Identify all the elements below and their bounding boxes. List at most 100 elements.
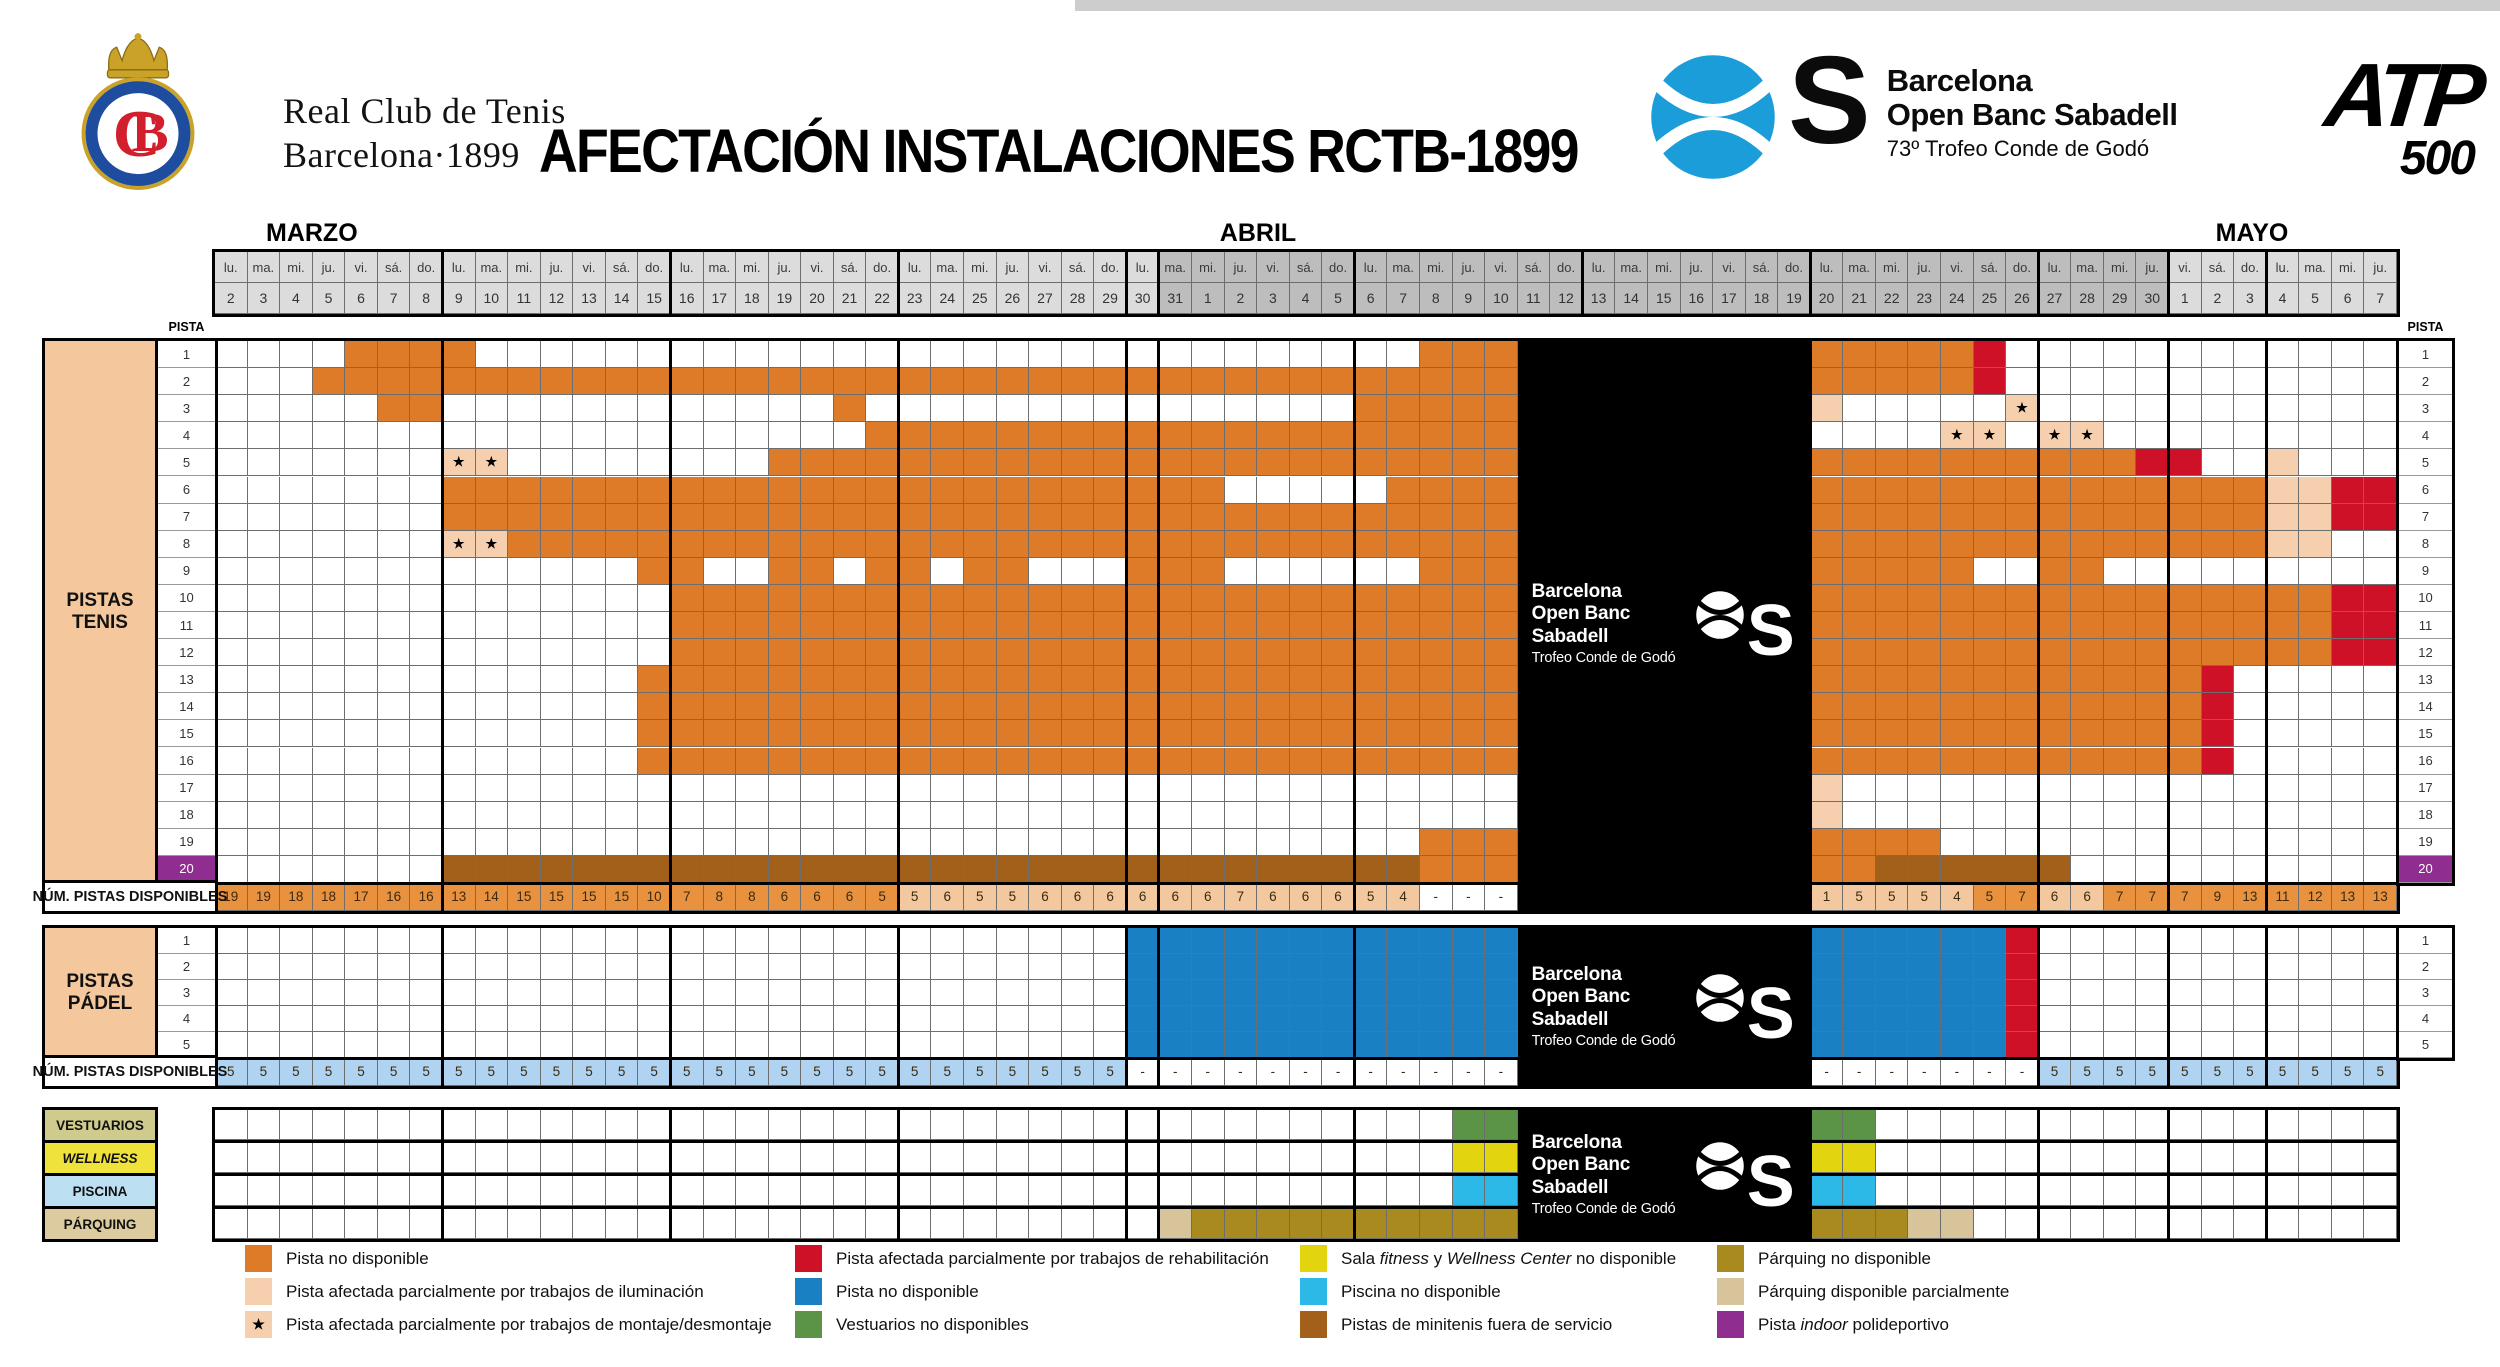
facility-cell (2169, 1143, 2202, 1173)
tennis-grid-cell (2331, 503, 2365, 531)
facility-cell (1094, 1176, 1127, 1206)
tennis-grid-cell (215, 693, 248, 721)
tennis-grid-cell (247, 449, 281, 477)
day-cell: 7 (2364, 283, 2397, 314)
week-divider (1124, 252, 1128, 314)
padel-grid-cell (475, 1006, 509, 1032)
tennis-grid-cell (247, 828, 281, 856)
facility-cell (670, 1143, 704, 1173)
tennis-grid-cell (247, 503, 281, 531)
facility-cell (1029, 1209, 1062, 1239)
tennis-grid-cell (1224, 720, 1258, 748)
tennis-grid-cell (2201, 449, 2235, 477)
tennis-grid-cell (215, 747, 248, 775)
tennis-grid-cell (1322, 503, 1355, 531)
num-cell: 7 (2136, 883, 2170, 911)
tennis-grid-cell (2136, 801, 2170, 829)
dow-cell: vi. (801, 252, 834, 283)
tennis-grid-cell (2234, 341, 2267, 369)
padel-grid-cell (1843, 1006, 1876, 1032)
padel-grid-cell (1419, 1006, 1453, 1032)
num-cell: 6 (833, 883, 867, 911)
tennis-grid-cell (2234, 855, 2267, 883)
sponsor-line2: Open Banc Sabadell (1886, 97, 2178, 133)
facility-cell (215, 1209, 248, 1239)
tennis-grid-cell (508, 422, 541, 450)
padel-grid-cell (833, 1006, 867, 1032)
tennis-grid-cell (1485, 666, 1518, 694)
day-cell: 13 (573, 283, 606, 314)
day-cell: 3 (1257, 283, 1290, 314)
tennis-grid-cell (1061, 341, 1095, 369)
tennis-grid-cell (1322, 612, 1355, 640)
tennis-grid-cell (996, 612, 1030, 640)
legend-label: Pista afectada parcialmente por trabajos… (836, 1245, 1376, 1272)
tennis-grid-cell (866, 557, 899, 585)
facility-cell (1192, 1209, 1225, 1239)
tennis-grid-cell (2201, 530, 2235, 558)
day-cell: 17 (703, 283, 737, 314)
padel-grid-cell (703, 980, 737, 1006)
padel-grid-cell (605, 1032, 639, 1058)
tennis-grid-cell (964, 774, 997, 802)
tennis-grid-cell (345, 422, 378, 450)
facility-cell (605, 1110, 639, 1140)
tennis-grid-cell (866, 774, 899, 802)
tennis-grid-cell (1061, 476, 1095, 504)
padel-grid-cell (2169, 980, 2202, 1006)
tennis-grid-cell (931, 612, 965, 640)
tennis-grid-cell (1810, 828, 1844, 856)
dow-cell: ma. (475, 252, 509, 283)
tennis-grid-cell (2234, 368, 2267, 396)
padel-grid-cell (1843, 1032, 1876, 1058)
tennis-grid-cell (638, 774, 671, 802)
row-number: 2 (2399, 368, 2452, 396)
day-cell: 28 (2071, 283, 2104, 314)
tennis-grid-cell (1843, 584, 1876, 612)
tennis-grid-cell (312, 449, 346, 477)
padel-grid-cell (247, 1032, 281, 1058)
dow-cell: mi. (508, 252, 541, 283)
row-number: 20 (158, 855, 215, 883)
padel-grid-cell (638, 1032, 671, 1058)
facility-cell (1224, 1176, 1258, 1206)
tennis-grid-cell (801, 639, 834, 667)
tennis-grid-cell (638, 584, 671, 612)
facility-cell (964, 1209, 997, 1239)
tennis-grid-cell (1419, 449, 1453, 477)
tennis-grid-cell (2103, 855, 2137, 883)
tennis-grid-cell (670, 801, 704, 829)
padel-grid-cell (2201, 954, 2235, 980)
tennis-grid-cell (898, 395, 932, 423)
facility-cell (377, 1209, 411, 1239)
tennis-grid-cell (1257, 693, 1290, 721)
tennis-grid-cell (1843, 530, 1876, 558)
facility-cell (1192, 1176, 1225, 1206)
num-cell: 5 (996, 883, 1030, 911)
num-cell: 5 (312, 1058, 346, 1086)
padel-grid-cell (768, 1006, 802, 1032)
day-cell: 3 (247, 283, 281, 314)
row-number: 12 (2399, 639, 2452, 667)
tennis-grid-cell (2234, 612, 2267, 640)
tennis-grid-cell (215, 449, 248, 477)
tennis-grid-cell (605, 774, 639, 802)
tennis-grid-cell (996, 774, 1030, 802)
tennis-grid-cell (866, 666, 899, 694)
tennis-grid-cell (442, 341, 476, 369)
num-cell: 14 (475, 883, 509, 911)
num-cell: 5 (1354, 883, 1388, 911)
dow-cell: ma. (2071, 252, 2104, 283)
day-cell: 4 (2266, 283, 2300, 314)
tennis-grid-cell (931, 774, 965, 802)
tennis-grid-cell (1908, 584, 1942, 612)
tennis-grid-cell (215, 639, 248, 667)
tennis-grid-cell (377, 341, 411, 369)
tennis-grid-cell (2201, 557, 2235, 585)
tennis-grid-cell (1387, 666, 1420, 694)
padel-grid-cell (2006, 928, 2039, 954)
day-cell: 20 (1810, 283, 1844, 314)
tennis-grid-cell (280, 693, 313, 721)
tennis-grid-cell (1452, 368, 1486, 396)
tennis-grid-cell (1094, 639, 1127, 667)
